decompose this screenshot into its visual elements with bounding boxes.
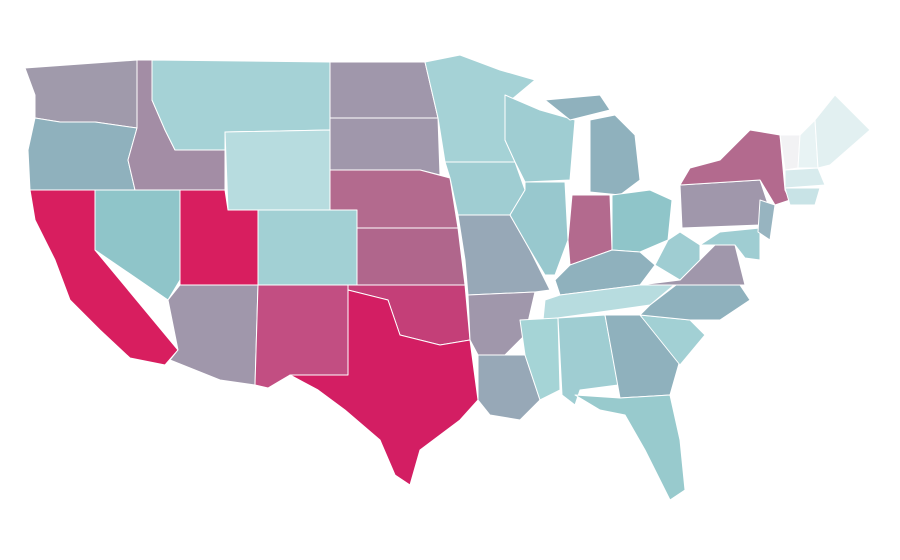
state xyxy=(519,317,561,401)
state xyxy=(604,314,681,399)
state xyxy=(254,284,349,389)
state xyxy=(504,94,576,183)
states xyxy=(24,54,871,501)
state xyxy=(356,227,466,286)
state xyxy=(444,161,526,216)
state xyxy=(27,117,138,191)
state xyxy=(699,227,761,261)
state xyxy=(544,94,611,121)
state xyxy=(757,199,776,241)
state xyxy=(589,114,641,196)
state xyxy=(679,179,771,229)
state xyxy=(574,394,686,501)
state xyxy=(814,94,871,169)
state xyxy=(611,189,673,253)
state xyxy=(329,117,441,176)
state xyxy=(257,209,358,286)
state xyxy=(784,187,821,206)
state xyxy=(784,167,826,189)
state xyxy=(24,59,138,129)
state xyxy=(329,61,439,119)
state xyxy=(224,129,331,211)
state xyxy=(509,181,569,276)
state xyxy=(289,289,479,486)
state xyxy=(167,284,259,386)
